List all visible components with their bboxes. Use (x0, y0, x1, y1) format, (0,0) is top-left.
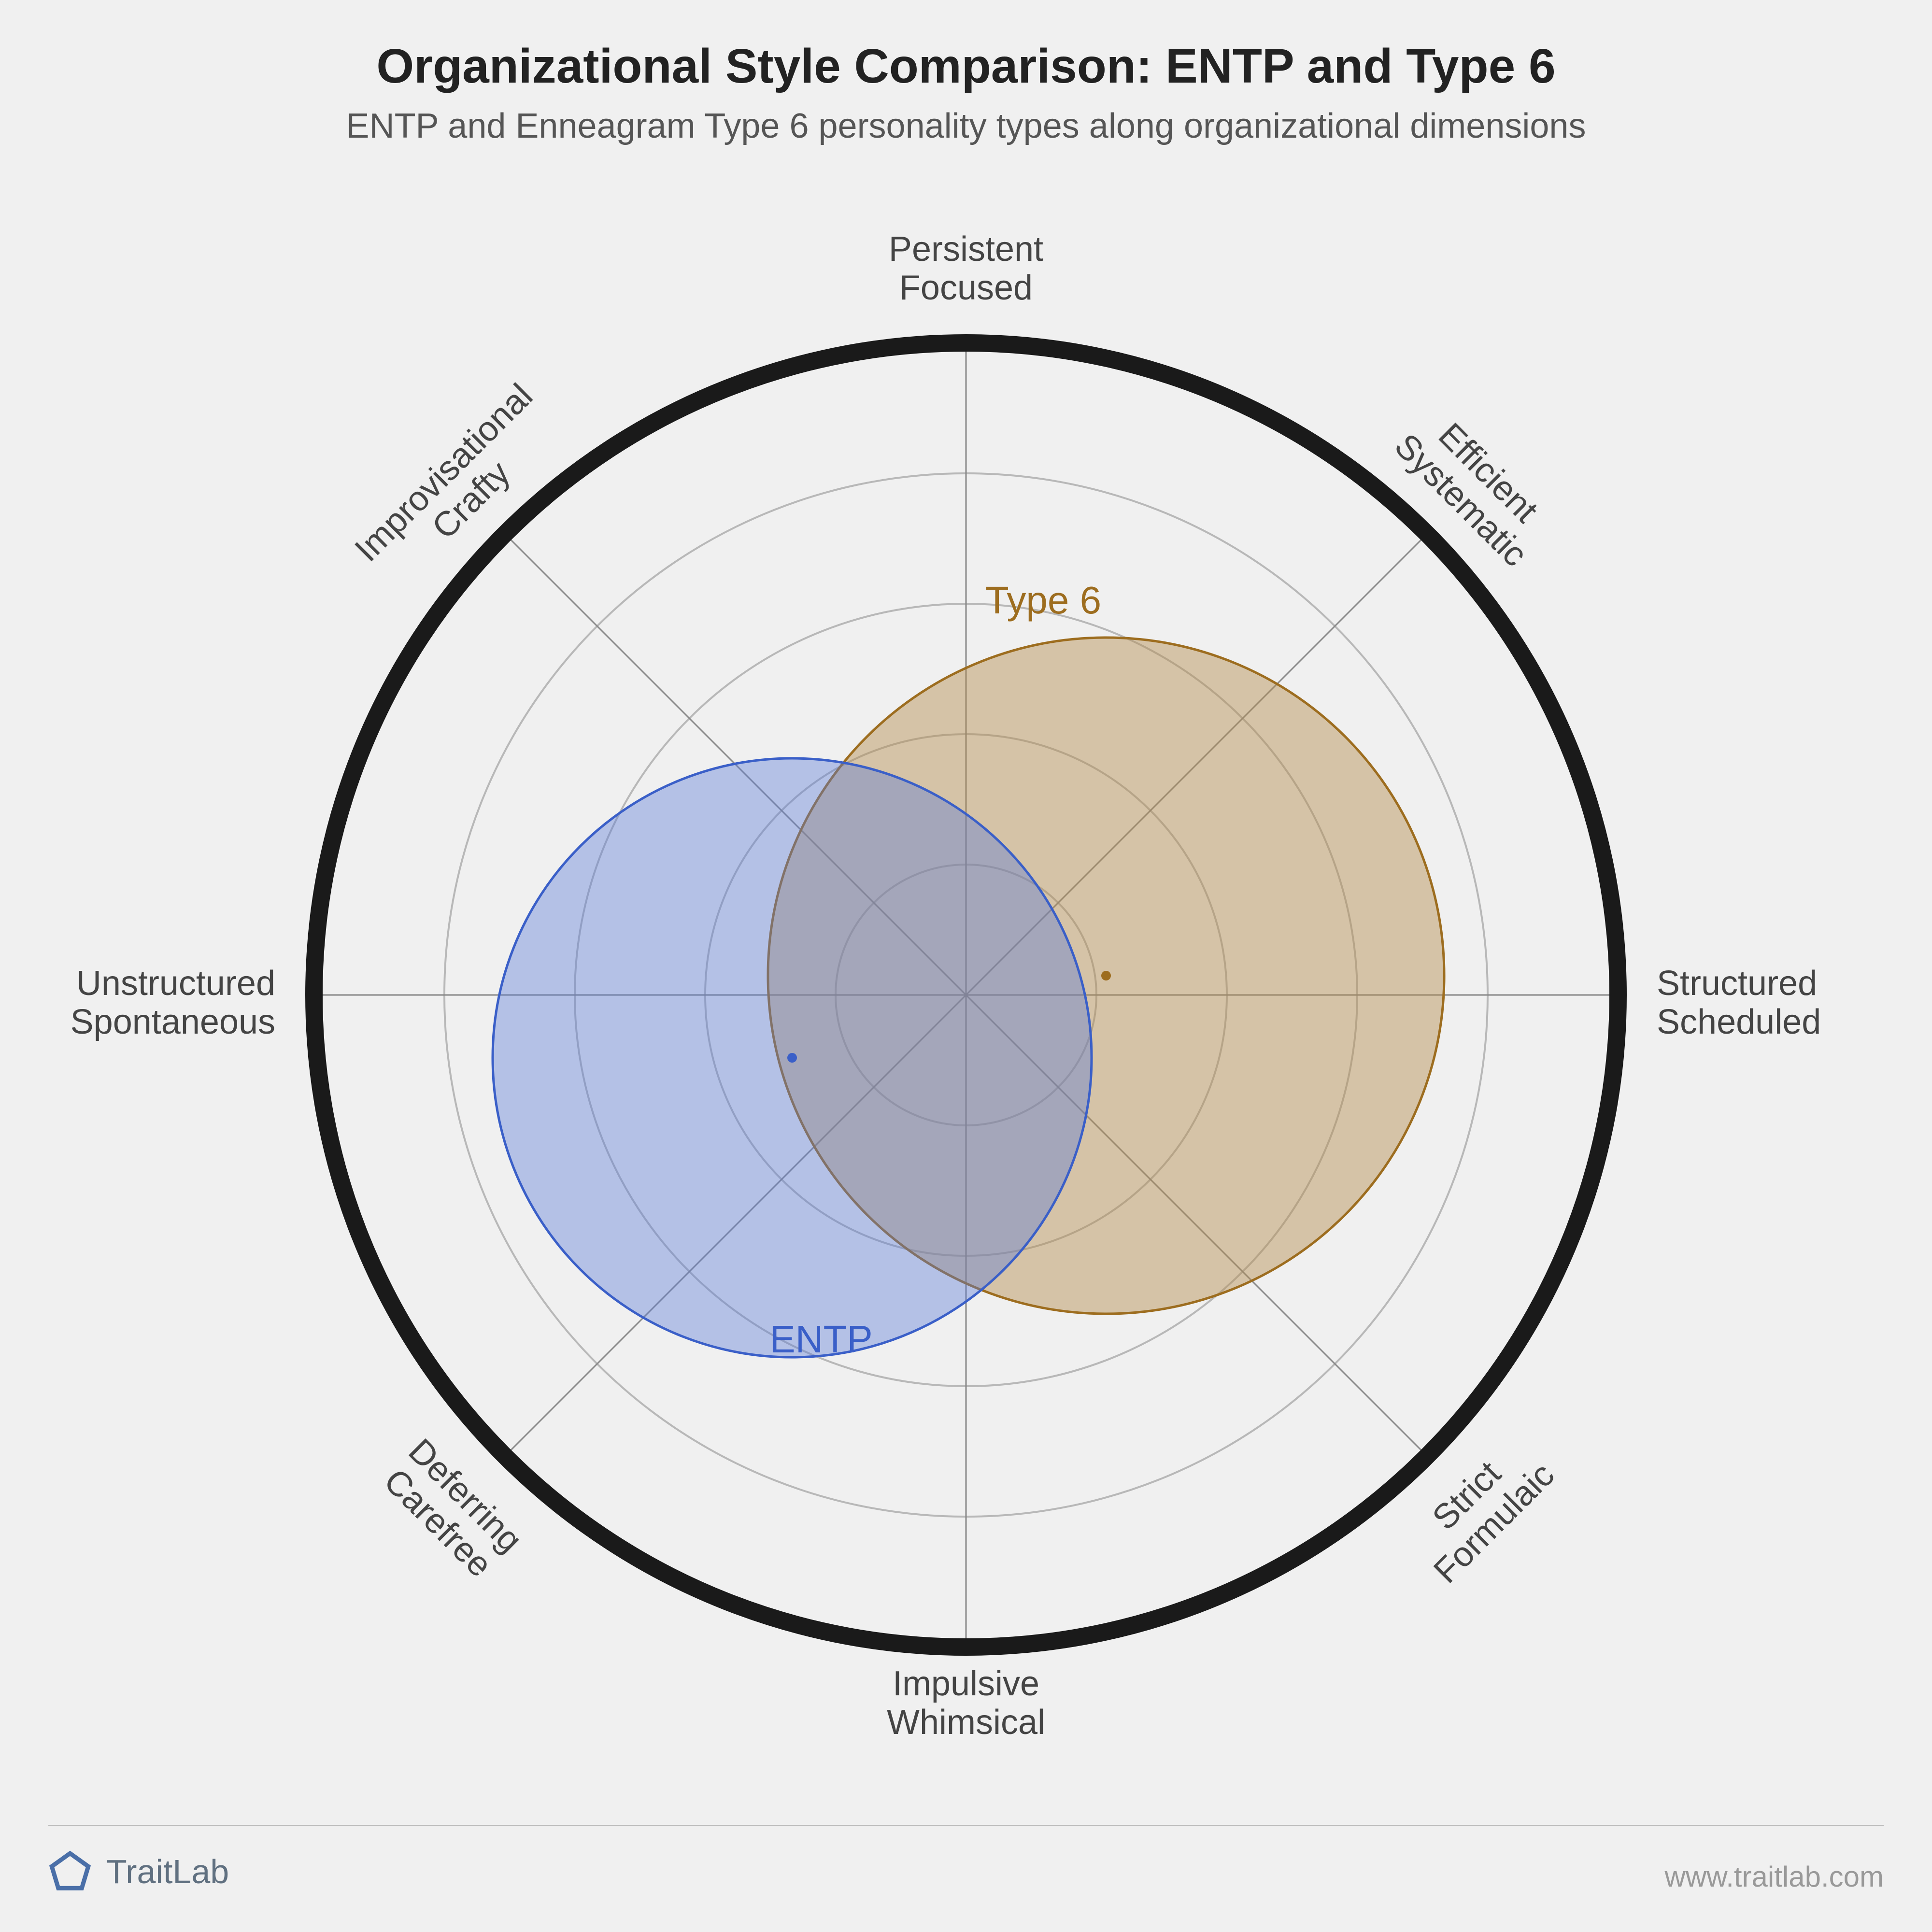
bubble-center-dot (1101, 971, 1111, 980)
brand-logo-icon (48, 1850, 92, 1893)
brand: TraitLab (48, 1850, 229, 1893)
axis-label: Unstructured (76, 964, 275, 1003)
axis-label: Impulsive (893, 1664, 1039, 1703)
website-text: www.traitlab.com (1665, 1860, 1884, 1893)
brand-text: TraitLab (106, 1852, 229, 1891)
axis-label: Structured (1657, 964, 1817, 1003)
chart-container: Organizational Style Comparison: ENTP an… (0, 0, 1932, 1932)
axis-label: Persistent (889, 230, 1043, 269)
axis-label: Scheduled (1657, 1003, 1821, 1041)
axis-label: Whimsical (887, 1703, 1045, 1742)
footer: TraitLab www.traitlab.com (48, 1835, 1884, 1893)
radar-chart: Type 6ENTPPersistentFocusedEfficientSyst… (0, 0, 1932, 1932)
bubble-label-Type 6: Type 6 (985, 579, 1101, 622)
footer-divider (48, 1825, 1884, 1826)
axis-label: Focused (899, 269, 1033, 307)
bubble-label-ENTP: ENTP (769, 1318, 872, 1361)
axis-label: Spontaneous (71, 1003, 275, 1041)
bubble-center-dot (787, 1053, 797, 1063)
